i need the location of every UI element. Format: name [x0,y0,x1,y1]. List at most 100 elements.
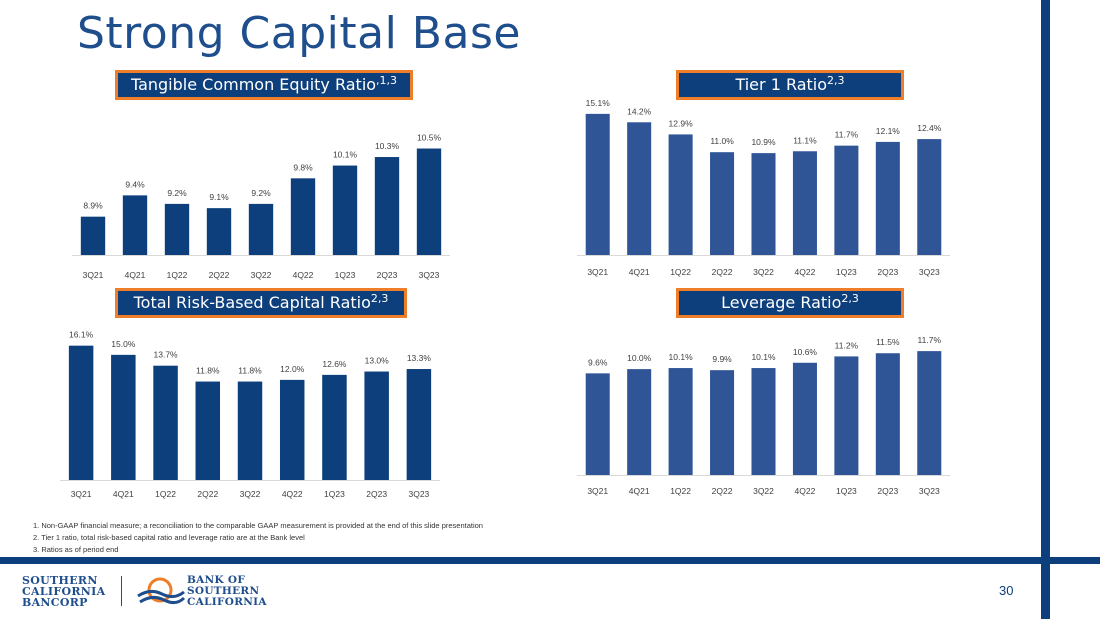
trbc-tick-label-3Q23: 3Q23 [408,489,429,499]
trbc-data-label-4Q21: 15.0% [111,339,136,349]
tce-tick-label-3Q21: 3Q21 [83,270,104,280]
tier1-data-label-2Q23: 12.1% [876,126,901,136]
trbc-tick-label-1Q22: 1Q22 [155,489,176,499]
leverage-bar-4Q22 [792,362,817,475]
leverage-data-label-3Q22: 10.1% [751,352,776,362]
leverage-bar-1Q22 [668,368,693,475]
trbc-data-label-3Q22: 11.8% [238,366,262,376]
trbc-tick-label-3Q21: 3Q21 [71,489,92,499]
tier1-bar-2Q23 [875,141,900,255]
tce-bar-1Q23 [332,165,358,255]
tier1-tick-label-4Q21: 4Q21 [629,267,650,277]
tier1-chart: 15.1% 3Q21 14.2% 4Q21 12.9% 1Q22 11.0% 2Q22 10.9… [577,98,950,277]
leverage-tick-label-3Q23: 3Q23 [919,486,940,496]
trbc-bar-3Q23 [406,369,432,480]
trbc-bar-4Q21 [111,354,136,480]
leverage-bar-3Q21 [585,373,610,475]
trbc-label-text: Total Risk-Based Capital Ratio [133,293,371,312]
tce-tick-label-1Q23: 1Q23 [335,270,356,280]
tier1-tick-label-1Q22: 1Q22 [670,267,691,277]
trbc-data-label-1Q23: 12.6% [322,359,347,369]
trbc-data-label-3Q23: 13.3% [407,353,432,363]
trbc-label-sup: 2,3 [370,292,389,305]
tce-bar-2Q23 [374,157,400,255]
trbc-tick-label-1Q23: 1Q23 [324,489,345,499]
tier1-data-label-2Q22: 11.0% [710,136,734,146]
logo2-line-2: Southern [187,585,260,597]
trbc-tick-label-4Q21: 4Q21 [113,489,134,499]
tier1-tick-label-4Q22: 4Q22 [795,267,816,277]
tce-chart: 8.9% 3Q21 9.4% 4Q21 9.2% 1Q22 9.1% 2Q22 9.2% 3Q22… [72,133,450,280]
tce-tick-label-4Q21: 4Q21 [125,270,146,280]
trbc-bar-3Q21 [68,345,94,480]
tce-bar-4Q21 [122,195,148,255]
leverage-tick-label-2Q22: 2Q22 [712,486,733,496]
tce-data-label-3Q23: 10.5% [417,133,442,143]
bottom-accent-bar [0,557,1100,564]
tier1-data-label-1Q22: 12.9% [669,118,694,128]
leverage-data-label-2Q22: 9.9% [712,354,732,364]
leverage-tick-label-4Q22: 4Q22 [795,486,816,496]
trbc-data-label-3Q21: 16.1% [69,330,94,340]
leverage-chart: 9.6% 3Q21 10.0% 4Q21 10.1% 1Q22 9.9% 2Q22 10.1% 3… [577,335,950,496]
leverage-data-label-4Q22: 10.6% [793,347,818,357]
trbc-tick-label-2Q22: 2Q22 [197,489,218,499]
tce-data-label-2Q22: 9.1% [209,192,229,202]
sun-wave-logo-icon [137,577,186,605]
tce-data-label-3Q22: 9.2% [251,188,271,198]
tce-tick-label-2Q22: 2Q22 [209,270,230,280]
leverage-bar-2Q22 [710,370,735,475]
page-title: Strong Capital Base [77,8,521,59]
trbc-data-label-2Q23: 13.0% [365,356,390,366]
tce-bar-3Q22 [248,203,274,255]
logo1-line-2: California [22,585,106,598]
tier1-tick-label-3Q21: 3Q21 [587,267,608,277]
trbc-bar-3Q22 [237,381,263,480]
tier1-data-label-3Q23: 12.4% [917,123,942,133]
footnotes: 1. Non-GAAP financial measure; a reconci… [33,520,483,556]
footnote-1: 1. Non-GAAP financial measure; a reconci… [33,521,483,530]
leverage-tick-label-4Q21: 4Q21 [629,486,650,496]
tce-tick-label-1Q22: 1Q22 [167,270,188,280]
tce-label-sup: ,1,3 [376,74,398,87]
tier1-label-sup: 2,3 [827,74,845,87]
leverage-tick-label-3Q22: 3Q22 [753,486,774,496]
page-number: 30 [999,583,1014,598]
tce-bar-2Q22 [206,208,232,255]
tce-data-label-4Q22: 9.8% [293,162,313,172]
tier1-data-label-3Q22: 10.9% [751,137,776,147]
tce-tick-label-3Q23: 3Q23 [419,270,440,280]
leverage-data-label-1Q22: 10.1% [669,352,694,362]
trbc-data-label-4Q22: 12.0% [280,364,305,374]
tier1-label-box: Tier 1 Ratio2,3 [676,70,904,100]
tce-data-label-3Q21: 8.9% [83,201,103,211]
leverage-tick-label-2Q23: 2Q23 [877,486,898,496]
trbc-tick-label-2Q23: 2Q23 [366,489,387,499]
tce-tick-label-2Q23: 2Q23 [377,270,398,280]
logo2-line-3: California [187,596,267,608]
trbc-data-label-1Q22: 13.7% [154,350,179,360]
leverage-bar-4Q21 [627,369,652,475]
tce-tick-label-3Q22: 3Q22 [251,270,272,280]
tier1-tick-label-3Q23: 3Q23 [919,267,940,277]
tce-label-text: Tangible Common Equity Ratio [130,75,377,94]
trbc-bar-4Q22 [279,379,305,480]
tier1-data-label-4Q22: 11.1% [793,135,817,145]
tce-data-label-4Q21: 9.4% [125,179,145,189]
tce-label-box: Tangible Common Equity Ratio,1,3 [115,70,413,100]
trbc-bar-1Q23 [322,374,347,480]
tier1-label-text: Tier 1 Ratio [735,75,828,94]
logo-divider [121,576,122,606]
tier1-bar-2Q22 [710,152,735,255]
right-accent-bar [1041,0,1050,619]
leverage-tick-label-1Q23: 1Q23 [836,486,857,496]
tce-bar-3Q23 [416,148,442,255]
tier1-bar-1Q22 [668,134,693,255]
tce-bar-4Q22 [290,178,316,255]
leverage-tick-label-1Q22: 1Q22 [670,486,691,496]
footnote-3: 3. Ratios as of period end [33,545,119,554]
leverage-tick-label-3Q21: 3Q21 [587,486,608,496]
logo2-line-1: Bank of [187,574,246,586]
tier1-tick-label-2Q23: 2Q23 [877,267,898,277]
tier1-bar-3Q22 [751,153,776,255]
